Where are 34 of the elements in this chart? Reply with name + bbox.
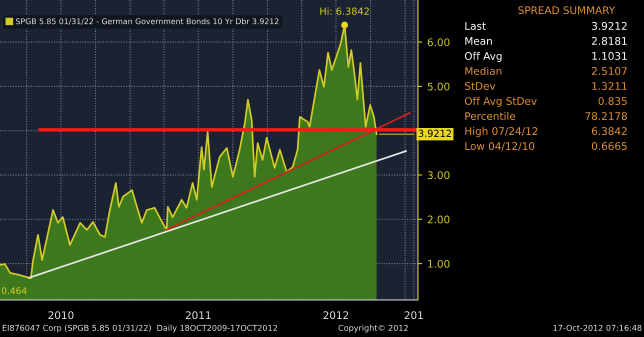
text: 0.835 bbox=[598, 97, 627, 105]
text: 1.1031 bbox=[592, 52, 627, 60]
text: SPREAD SUMMARY bbox=[518, 6, 616, 14]
text: Median bbox=[465, 66, 502, 75]
text: 1.3211 bbox=[592, 82, 627, 90]
text: 2.5107 bbox=[592, 67, 627, 75]
text: Last bbox=[465, 22, 486, 30]
text: 17-Oct-2012 07:16:48 bbox=[554, 324, 642, 331]
annotation: Hi: 6.3842 bbox=[320, 7, 369, 15]
text: Mean bbox=[465, 37, 492, 45]
text: Off Avg StDev bbox=[464, 96, 537, 107]
text: High 07/24/12 bbox=[465, 126, 538, 138]
text: StDev bbox=[465, 82, 496, 90]
annotation: 3.9212 bbox=[418, 130, 451, 138]
text: Copyright© 2012 bbox=[338, 324, 408, 332]
x-tick-label: 201 bbox=[404, 311, 423, 320]
text: 0.6665 bbox=[592, 142, 627, 150]
text: Off Avg bbox=[464, 52, 502, 62]
x-tick-label: 2011 bbox=[186, 311, 211, 320]
y-tick-label: 1.00 bbox=[428, 260, 450, 268]
x-tick-label: 2012 bbox=[323, 311, 348, 320]
y-tick-label: 3.00 bbox=[428, 171, 450, 180]
text: 2.8181 bbox=[592, 37, 627, 45]
text: 6.3842 bbox=[592, 127, 627, 135]
y-tick-label: 5.00 bbox=[428, 82, 450, 90]
text: Low 04/12/10 bbox=[465, 142, 534, 151]
text: Percentile bbox=[465, 112, 516, 120]
y-tick-label: 6.00 bbox=[428, 38, 450, 46]
text: 78.2178 bbox=[585, 112, 627, 120]
y-tick-label: 2.00 bbox=[428, 216, 450, 224]
annotation: 0.464 bbox=[2, 287, 27, 294]
x-tick-label: 2010 bbox=[48, 311, 74, 320]
text: 3.9212 bbox=[592, 22, 627, 30]
text: EI876047 Corp (SPGB 5.85 01/31/22) Daily 18OCT2009-17OCT2012 bbox=[2, 324, 277, 332]
